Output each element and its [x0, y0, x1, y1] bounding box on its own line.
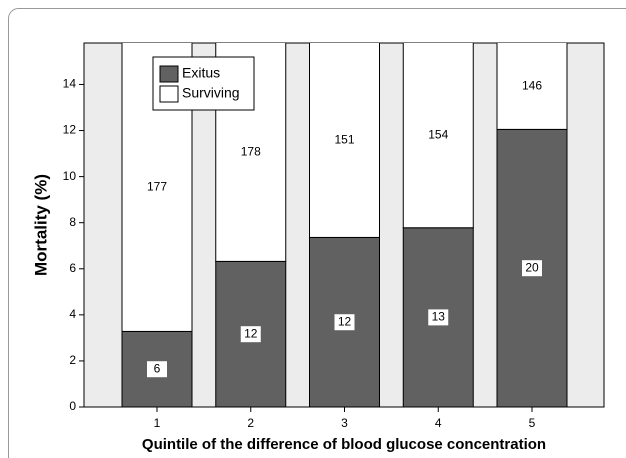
data-label: 146 [522, 78, 542, 92]
y-tick-label: 12 [63, 123, 77, 137]
bar-segment [309, 43, 380, 238]
data-label: 154 [428, 128, 448, 142]
x-tick-label: 2 [247, 416, 254, 430]
data-label: 12 [338, 314, 352, 328]
y-axis-title: Mortality (%) [31, 174, 50, 276]
bar-segment [496, 43, 568, 130]
legend-swatch [159, 65, 179, 83]
x-tick-label: 1 [154, 416, 161, 430]
label-bg [428, 309, 449, 326]
y-tick-label: 4 [69, 307, 76, 321]
x-tick-label: 3 [341, 416, 348, 430]
y-tick-label: 14 [63, 77, 77, 91]
data-label: 13 [432, 310, 446, 324]
data-label: 178 [241, 144, 261, 158]
legend-label: Exitus [182, 65, 220, 81]
data-label: 177 [147, 179, 167, 193]
data-label: 20 [525, 260, 539, 274]
y-tick-label: 10 [63, 169, 77, 183]
y-tick-label: 8 [69, 215, 76, 229]
bar-segment [402, 43, 474, 229]
label-bg [334, 314, 355, 331]
legend-label: Surviving [182, 85, 240, 101]
bar-segment [121, 43, 193, 332]
label-bg [522, 260, 542, 277]
legend-swatch [159, 85, 179, 103]
legend: Exitus Surviving [152, 56, 255, 111]
y-tick-label: 6 [69, 261, 76, 275]
data-label: 6 [154, 361, 161, 375]
data-label: 12 [244, 326, 258, 340]
frame [8, 8, 626, 458]
y-tick-label: 2 [69, 353, 76, 367]
bar-segment [215, 43, 287, 262]
data-label: 151 [334, 132, 354, 146]
label-bg [240, 326, 261, 343]
x-tick-label: 4 [435, 416, 442, 430]
x-tick-label: 5 [529, 416, 536, 430]
x-axis-title: Quintile of the difference of blood gluc… [142, 436, 546, 453]
y-tick-label: 0 [69, 399, 76, 413]
label-bg [147, 361, 167, 378]
